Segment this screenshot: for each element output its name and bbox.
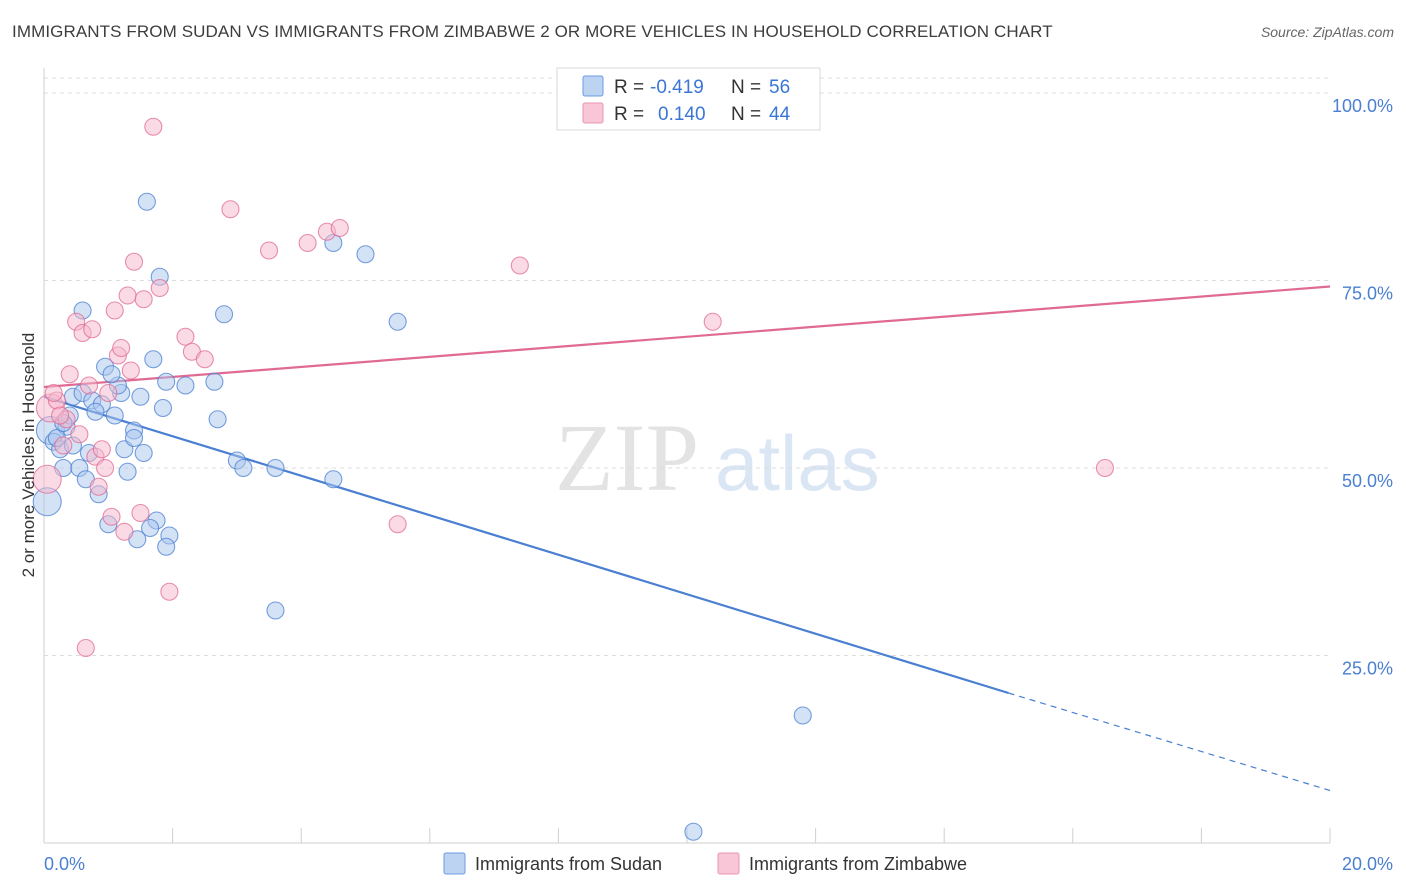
y-axis-label: 2 or more Vehicles in Household bbox=[19, 333, 38, 578]
point-sudan bbox=[266, 601, 285, 620]
point-zimbabwe bbox=[51, 406, 70, 425]
point-zimbabwe bbox=[102, 507, 121, 526]
point-sudan bbox=[157, 372, 176, 391]
point-sudan bbox=[86, 402, 105, 421]
point-zimbabwe bbox=[388, 515, 407, 534]
bottom-legend-swatch-sudan bbox=[443, 852, 466, 875]
source-label: Source: ZipAtlas.com bbox=[1260, 24, 1394, 40]
legend-n-label-sudan: N = bbox=[731, 77, 761, 98]
point-sudan bbox=[684, 822, 703, 841]
point-zimbabwe bbox=[176, 327, 195, 346]
point-zimbabwe bbox=[115, 522, 134, 541]
point-zimbabwe bbox=[124, 252, 144, 271]
trend-lines bbox=[43, 285, 1331, 792]
point-zimbabwe bbox=[703, 312, 722, 331]
point-sudan bbox=[214, 305, 234, 324]
trend-line-zimbabwe bbox=[43, 285, 1331, 389]
point-sudan bbox=[388, 312, 407, 331]
stats-legend: R = -0.419 N = 56 R = 0.140 N = 44 bbox=[556, 67, 821, 131]
legend-swatch-sudan bbox=[582, 75, 604, 97]
point-zimbabwe bbox=[105, 301, 124, 320]
y-tick-label: 75.0% bbox=[1342, 284, 1393, 304]
point-zimbabwe bbox=[195, 350, 214, 369]
data-points bbox=[32, 117, 1114, 841]
point-zimbabwe bbox=[259, 241, 279, 260]
point-sudan bbox=[324, 470, 343, 489]
point-zimbabwe bbox=[112, 338, 131, 358]
point-sudan bbox=[793, 706, 812, 725]
point-sudan bbox=[157, 537, 176, 556]
point-zimbabwe bbox=[92, 440, 111, 459]
point-zimbabwe bbox=[150, 278, 169, 298]
x-tick-label: 0.0% bbox=[44, 854, 85, 874]
point-zimbabwe bbox=[121, 361, 140, 380]
point-zimbabwe bbox=[32, 464, 62, 494]
x-tick-label: 20.0% bbox=[1342, 854, 1393, 874]
point-sudan bbox=[208, 410, 227, 429]
trend-line-extension-sudan bbox=[1008, 692, 1331, 792]
legend-r-label-zimbabwe: R = bbox=[614, 104, 644, 125]
y-tick-label: 100.0% bbox=[1332, 96, 1393, 116]
point-zimbabwe bbox=[44, 383, 63, 403]
point-sudan bbox=[176, 376, 195, 395]
y-tick-label: 50.0% bbox=[1342, 471, 1393, 491]
legend-n-label-zimbabwe: N = bbox=[731, 104, 761, 125]
point-sudan bbox=[102, 365, 121, 384]
legend-r-label-sudan: R = bbox=[614, 77, 644, 98]
watermark-atlas: atlas bbox=[715, 419, 880, 507]
legend-n-value-zimbabwe: 44 bbox=[769, 104, 791, 125]
point-zimbabwe bbox=[89, 477, 108, 496]
point-sudan bbox=[105, 406, 124, 425]
point-zimbabwe bbox=[298, 233, 317, 253]
point-zimbabwe bbox=[70, 425, 89, 444]
point-sudan bbox=[205, 372, 224, 391]
point-sudan bbox=[153, 398, 173, 418]
point-zimbabwe bbox=[79, 376, 99, 395]
legend-r-value-sudan: -0.419 bbox=[650, 77, 704, 98]
point-zimbabwe bbox=[83, 320, 102, 339]
point-zimbabwe bbox=[134, 290, 153, 309]
bottom-legend-label-zimbabwe: Immigrants from Zimbabwe bbox=[749, 854, 967, 874]
legend-n-value-sudan: 56 bbox=[769, 77, 790, 98]
point-sudan bbox=[141, 518, 160, 538]
series-legend: Immigrants from Sudan Immigrants from Zi… bbox=[443, 852, 967, 875]
point-sudan bbox=[234, 458, 253, 478]
point-zimbabwe bbox=[144, 117, 163, 136]
legend-swatch-zimbabwe bbox=[582, 102, 604, 124]
bottom-legend-label-sudan: Immigrants from Sudan bbox=[475, 854, 662, 874]
point-sudan bbox=[131, 387, 150, 406]
point-zimbabwe bbox=[118, 286, 137, 305]
gridlines bbox=[44, 77, 1330, 656]
bottom-legend-swatch-zimbabwe bbox=[717, 852, 740, 875]
watermark: ZIP atlas bbox=[555, 404, 880, 511]
y-tick-label: 25.0% bbox=[1342, 659, 1393, 679]
point-sudan bbox=[134, 443, 153, 463]
point-zimbabwe bbox=[96, 458, 115, 478]
point-zimbabwe bbox=[510, 256, 529, 275]
point-sudan bbox=[144, 350, 163, 369]
axes: 25.0% 50.0% 75.0% 100.0% bbox=[43, 68, 1393, 844]
legend-r-value-zimbabwe: 0.140 bbox=[658, 104, 706, 125]
point-zimbabwe bbox=[1095, 458, 1114, 478]
trend-line-sudan bbox=[43, 395, 1009, 695]
point-zimbabwe bbox=[131, 503, 150, 523]
point-zimbabwe bbox=[60, 365, 79, 384]
point-sudan bbox=[266, 458, 285, 478]
watermark-zip: ZIP bbox=[555, 404, 699, 511]
chart-title: IMMIGRANTS FROM SUDAN VS IMMIGRANTS FROM… bbox=[12, 22, 1053, 41]
point-zimbabwe bbox=[76, 638, 95, 658]
point-zimbabwe bbox=[221, 200, 240, 219]
point-zimbabwe bbox=[160, 582, 179, 601]
point-zimbabwe bbox=[54, 436, 73, 455]
point-sudan bbox=[137, 192, 156, 211]
point-sudan bbox=[356, 245, 375, 264]
point-sudan bbox=[118, 462, 137, 481]
point-zimbabwe bbox=[99, 383, 118, 403]
point-zimbabwe bbox=[330, 218, 349, 238]
point-sudan bbox=[124, 428, 144, 448]
